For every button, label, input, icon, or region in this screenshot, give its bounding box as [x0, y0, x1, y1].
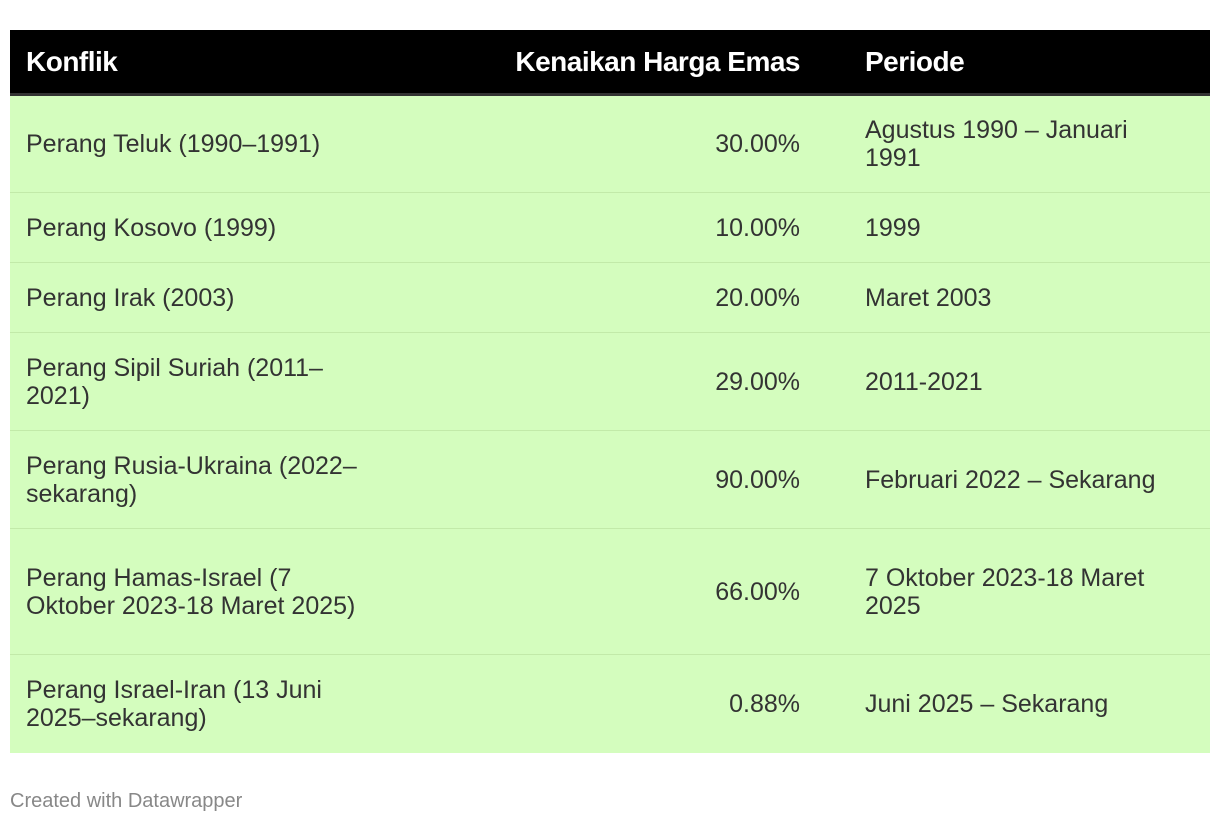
cell-kenaikan-harga-emas: 29.00%: [715, 367, 800, 396]
cell-periode: 7 Oktober 2023-18 Maret 2025: [865, 563, 1145, 620]
cell-kenaikan-harga-emas: 90.00%: [715, 465, 800, 494]
cell-konflik: Perang Rusia-Ukraina (2022–sekarang): [10, 431, 400, 529]
table-row: Perang Hamas-Israel (7 Oktober 2023-18 M…: [10, 528, 1210, 655]
table-header: Konflik Kenaikan Harga Emas Periode: [10, 30, 1210, 96]
cell-konflik: Perang Kosovo (1999): [10, 193, 400, 263]
data-table-container: Konflik Kenaikan Harga Emas Periode Pera…: [10, 30, 1210, 753]
table-row: Perang Teluk (1990–1991) 30.00% Agustus 19…: [10, 94, 1210, 193]
data-table: Konflik Kenaikan Harga Emas Periode Pera…: [10, 30, 1210, 753]
konflik-text: Perang Hamas-Israel (7 Oktober 2023-18 M…: [26, 563, 356, 620]
konflik-text: Perang Sipil Suriah (2011–2021): [26, 353, 323, 410]
konflik-text: Perang Irak (2003): [26, 283, 235, 312]
cell-periode: Maret 2003: [865, 283, 992, 312]
cell-kenaikan-harga-emas: 10.00%: [715, 213, 800, 242]
cell-kenaikan-harga-emas: 30.00%: [715, 130, 800, 158]
column-header-periode[interactable]: Periode: [810, 30, 1210, 96]
table-row: Perang Sipil Suriah (2011–2021) 29.00% 201…: [10, 332, 1210, 431]
cell-konflik: Perang Teluk (1990–1991): [10, 95, 400, 193]
table-row: Perang Israel-Iran (13 Juni 2025–sekaran…: [10, 654, 1210, 753]
konflik-text: Perang Teluk (1990–1991): [26, 130, 321, 158]
table-body: Perang Teluk (1990–1991) 30.00% Agustus 19…: [10, 94, 1210, 753]
table-row: Perang Rusia-Ukraina (2022–sekarang) 90.0…: [10, 430, 1210, 529]
datawrapper-credit: Created with Datawrapper: [10, 790, 243, 812]
table-row: Perang Kosovo (1999) 10.00% 1999: [10, 192, 1210, 263]
table-row: Perang Irak (2003) 20.00% Maret 2003: [10, 262, 1210, 333]
cell-kenaikan-harga-emas: 66.00%: [715, 577, 800, 606]
cell-periode: Februari 2022 – Sekarang: [865, 465, 1156, 494]
konflik-text: Perang Israel-Iran (13 Juni 2025–sekaran…: [26, 675, 322, 732]
cell-konflik: Perang Hamas-Israel (7 Oktober 2023-18 M…: [10, 529, 400, 655]
cell-periode: Agustus 1990 – Januari 1991: [865, 116, 1128, 172]
table-header-row: Konflik Kenaikan Harga Emas Periode: [10, 30, 1210, 96]
cell-periode: 1999: [865, 213, 921, 242]
cell-periode: Juni 2025 – Sekarang: [865, 689, 1109, 718]
cell-periode: 2011-2021: [865, 367, 983, 396]
cell-kenaikan-harga-emas: 0.88%: [729, 689, 800, 718]
column-header-kenaikan-harga-emas[interactable]: Kenaikan Harga Emas: [400, 30, 810, 96]
cell-konflik: Perang Sipil Suriah (2011–2021): [10, 333, 400, 431]
cell-konflik: Perang Irak (2003): [10, 263, 400, 333]
column-header-konflik[interactable]: Konflik: [10, 30, 400, 96]
konflik-text: Perang Kosovo (1999): [26, 213, 277, 242]
cell-konflik: Perang Israel-Iran (13 Juni 2025–sekaran…: [10, 655, 400, 753]
konflik-text: Perang Rusia-Ukraina (2022–sekarang): [26, 451, 357, 508]
cell-kenaikan-harga-emas: 20.00%: [715, 283, 800, 312]
